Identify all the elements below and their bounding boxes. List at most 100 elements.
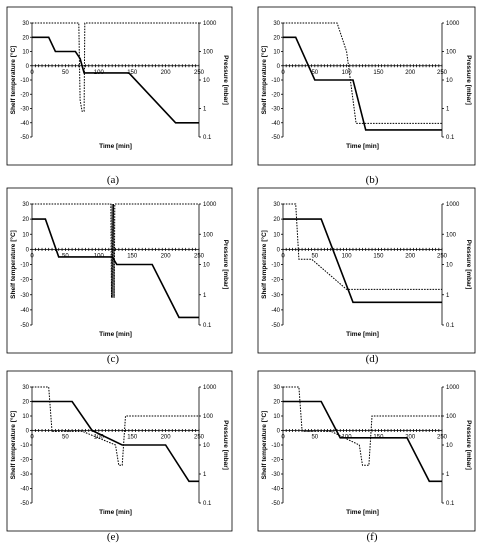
right-y-tick-label: 1000	[446, 21, 460, 27]
left-y-tick-label: 0	[277, 64, 281, 70]
right-y-axis-title: Pressure [mbar]	[222, 420, 229, 470]
x-tick-label: 0	[30, 435, 34, 441]
right-y-tick-label: 1	[203, 472, 207, 478]
x-axis-title: Time [min]	[99, 509, 132, 516]
left-y-tick-label: -20	[20, 92, 29, 98]
left-y-tick-label: 10	[22, 232, 29, 238]
left-y-tick-label: 0	[277, 429, 281, 435]
left-y-axis-title: Shelf temperature [°C]	[9, 46, 17, 115]
left-y-tick-label: -40	[20, 487, 29, 493]
right-y-tick-label: 1000	[203, 202, 217, 208]
left-y-tick-label: -20	[20, 278, 29, 284]
x-tick-label: 50	[311, 70, 318, 76]
right-y-tick-label: 0.1	[446, 501, 455, 507]
right-y-tick-label: 100	[446, 414, 457, 420]
left-y-tick-label: -20	[20, 458, 29, 464]
right-y-tick-label: 10	[203, 263, 210, 269]
right-y-tick-label: 1	[446, 107, 450, 113]
right-y-tick-label: 0.1	[446, 323, 455, 329]
right-y-tick-label: 100	[446, 50, 457, 56]
right-y-tick-label: 1000	[446, 202, 460, 208]
x-tick-label: 250	[437, 70, 448, 76]
left-y-tick-label: 20	[273, 217, 280, 223]
left-y-tick-label: -40	[271, 308, 280, 314]
left-y-tick-label: 0	[277, 247, 281, 253]
shelf-temperature-line	[32, 218, 199, 319]
x-tick-label: 0	[30, 253, 34, 259]
left-y-tick-label: -50	[20, 323, 29, 329]
left-y-tick-label: -40	[271, 487, 280, 493]
x-tick-label: 200	[405, 253, 416, 259]
left-y-tick-label: -10	[271, 78, 280, 84]
panel-caption: (b)	[366, 174, 379, 186]
left-y-tick-label: 0	[26, 64, 30, 70]
right-y-tick-label: 0.1	[203, 135, 212, 141]
right-y-tick-label: 10	[203, 443, 210, 449]
left-y-axis-title: Shelf temperature [°C]	[9, 411, 17, 480]
right-y-tick-label: 100	[203, 414, 214, 420]
left-y-tick-label: -10	[271, 263, 280, 269]
x-tick-label: 100	[342, 253, 353, 259]
left-y-tick-label: -30	[271, 472, 280, 478]
right-y-axis-title: Pressure [mbar]	[222, 55, 229, 105]
right-y-tick-label: 1	[446, 472, 450, 478]
right-y-tick-label: 0.1	[203, 323, 212, 329]
shelf-temperature-line	[32, 36, 199, 124]
right-y-axis-title: Pressure [mbar]	[465, 55, 472, 105]
pressure-line	[283, 22, 442, 124]
panel-frame	[6, 370, 233, 532]
pressure-line	[32, 203, 199, 298]
panel-caption: (f)	[367, 531, 378, 543]
x-tick-label: 200	[161, 253, 172, 259]
left-y-tick-label: -30	[20, 472, 29, 478]
right-y-axis-title: Pressure [mbar]	[465, 420, 472, 470]
left-y-tick-label: -30	[20, 293, 29, 299]
right-y-axis-title: Pressure [mbar]	[465, 240, 472, 290]
x-axis-title: Time [min]	[99, 331, 132, 338]
shelf-temperature-line	[32, 400, 199, 483]
x-tick-label: 150	[127, 70, 138, 76]
panel-frame	[257, 370, 476, 532]
shelf-temperature-line	[283, 400, 442, 483]
x-tick-label: 0	[281, 70, 285, 76]
right-y-tick-label: 100	[446, 232, 457, 238]
left-y-tick-label: 20	[22, 400, 29, 406]
left-y-tick-label: 20	[273, 35, 280, 41]
x-tick-label: 150	[127, 435, 138, 441]
left-y-tick-label: -40	[271, 121, 280, 127]
left-y-tick-label: 20	[22, 35, 29, 41]
right-y-tick-label: 1	[203, 293, 207, 299]
left-y-tick-label: -50	[271, 135, 280, 141]
left-y-tick-label: 30	[22, 21, 29, 27]
x-tick-label: 250	[194, 70, 205, 76]
left-y-tick-label: 30	[22, 385, 29, 391]
left-y-tick-label: -30	[271, 107, 280, 113]
panel-frame	[6, 6, 233, 166]
right-y-tick-label: 1000	[446, 385, 460, 391]
x-tick-label: 200	[161, 70, 172, 76]
left-y-tick-label: -30	[271, 293, 280, 299]
right-y-tick-label: 1000	[203, 385, 217, 391]
x-tick-label: 250	[194, 253, 205, 259]
left-y-tick-label: 0	[26, 247, 30, 253]
x-tick-label: 250	[437, 253, 448, 259]
panel-caption: (c)	[107, 353, 120, 365]
panel-frame	[257, 187, 476, 354]
left-y-tick-label: 10	[273, 50, 280, 56]
left-y-tick-label: 30	[273, 385, 280, 391]
right-y-tick-label: 10	[446, 78, 453, 84]
left-y-tick-label: -50	[271, 501, 280, 507]
x-tick-label: 200	[161, 435, 172, 441]
x-tick-label: 50	[311, 253, 318, 259]
left-y-tick-label: -30	[20, 107, 29, 113]
left-y-tick-label: -10	[20, 263, 29, 269]
x-tick-label: 50	[311, 435, 318, 441]
right-y-axis-title: Pressure [mbar]	[222, 240, 229, 290]
right-y-tick-label: 10	[203, 78, 210, 84]
x-tick-label: 50	[62, 435, 69, 441]
x-axis-title: Time [min]	[346, 331, 379, 338]
